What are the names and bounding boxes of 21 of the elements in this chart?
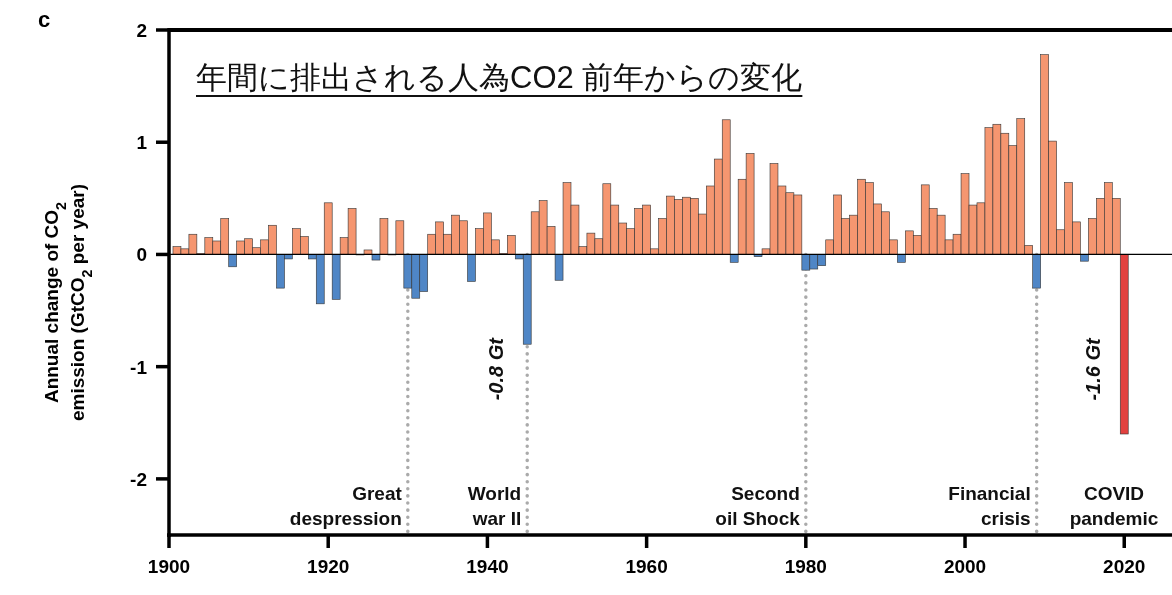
annotation: COVID pandemic — [1069, 483, 1159, 529]
text: 年間に排出される人為CO2 前年からの変化 — [196, 60, 803, 95]
ref-line-label: Great despression — [289, 483, 403, 529]
y-tick-label: -2 — [130, 468, 147, 490]
x-tick-label: 1980 — [784, 556, 827, 577]
y-tick-label: -1 — [130, 356, 148, 378]
x-tick-label: 2020 — [1103, 556, 1146, 577]
x-tick-label: 2000 — [943, 556, 987, 577]
annotation: -1.6 Gt — [1082, 336, 1105, 401]
ref-line-label: Second oil Shock — [715, 483, 801, 529]
ref-line-label: World war II — [467, 483, 522, 529]
annotation: -0.8 Gt — [485, 336, 508, 401]
y-tick-label: 2 — [136, 20, 147, 41]
text: c — [38, 7, 51, 32]
ref-line-label: Financial crisis — [948, 483, 1031, 529]
x-tick-label: 1960 — [625, 556, 668, 577]
x-tick-label: 1940 — [466, 556, 509, 577]
x-tick-label: 1900 — [147, 556, 191, 577]
y-tick-label: 0 — [136, 244, 147, 266]
y-tick-label: 1 — [136, 132, 148, 154]
x-tick-label: 1920 — [307, 556, 350, 577]
